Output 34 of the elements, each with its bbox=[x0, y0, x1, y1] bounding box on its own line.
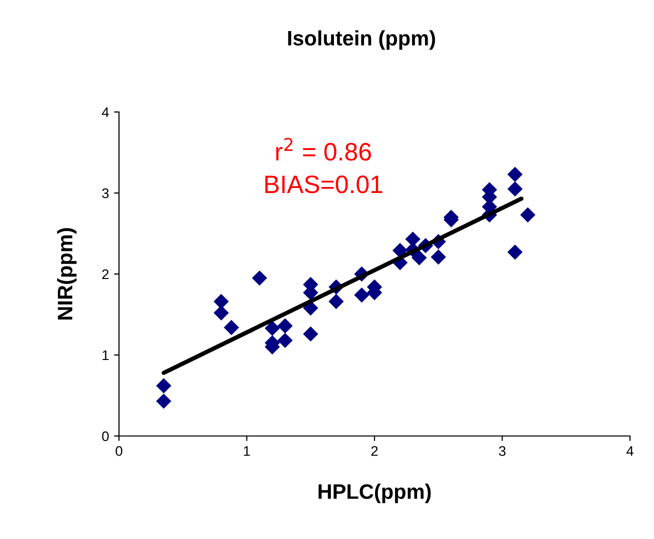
point bbox=[303, 326, 318, 342]
x-axis-title: HPLC(ppm) bbox=[318, 484, 431, 504]
point bbox=[392, 242, 408, 258]
point bbox=[328, 294, 344, 310]
x-tick-label: 4 bbox=[626, 446, 634, 456]
y-tick-label: 3 bbox=[102, 188, 109, 198]
annotation: r$^{2}$ = 0.86 bbox=[276, 138, 371, 161]
point bbox=[412, 250, 427, 266]
point bbox=[156, 378, 172, 394]
point bbox=[507, 181, 523, 197]
point bbox=[252, 270, 268, 286]
point bbox=[430, 249, 446, 265]
point bbox=[277, 332, 293, 348]
point bbox=[277, 318, 293, 334]
point bbox=[214, 305, 229, 320]
point bbox=[264, 320, 280, 336]
y-tick-label: 2 bbox=[102, 269, 109, 280]
x-tick-label: 1 bbox=[244, 446, 250, 456]
x-tick-label: 2 bbox=[371, 446, 378, 456]
point bbox=[354, 287, 370, 303]
point bbox=[507, 244, 523, 260]
y-tick-label: 0 bbox=[102, 431, 109, 442]
point bbox=[224, 320, 240, 336]
point bbox=[507, 166, 523, 182]
x-tick-label: 0 bbox=[116, 446, 122, 456]
x-tick-label: 3 bbox=[498, 446, 506, 456]
point bbox=[214, 294, 229, 310]
point bbox=[520, 207, 536, 222]
y-tick-label: 1 bbox=[102, 350, 109, 360]
point bbox=[156, 394, 172, 409]
annotation: BIAS=0.01 bbox=[265, 176, 382, 194]
y-axis-title: NIR(ppm) bbox=[57, 228, 77, 320]
chart-title: Isolutein (ppm) bbox=[288, 30, 436, 50]
y-tick-label: 4 bbox=[102, 107, 109, 118]
